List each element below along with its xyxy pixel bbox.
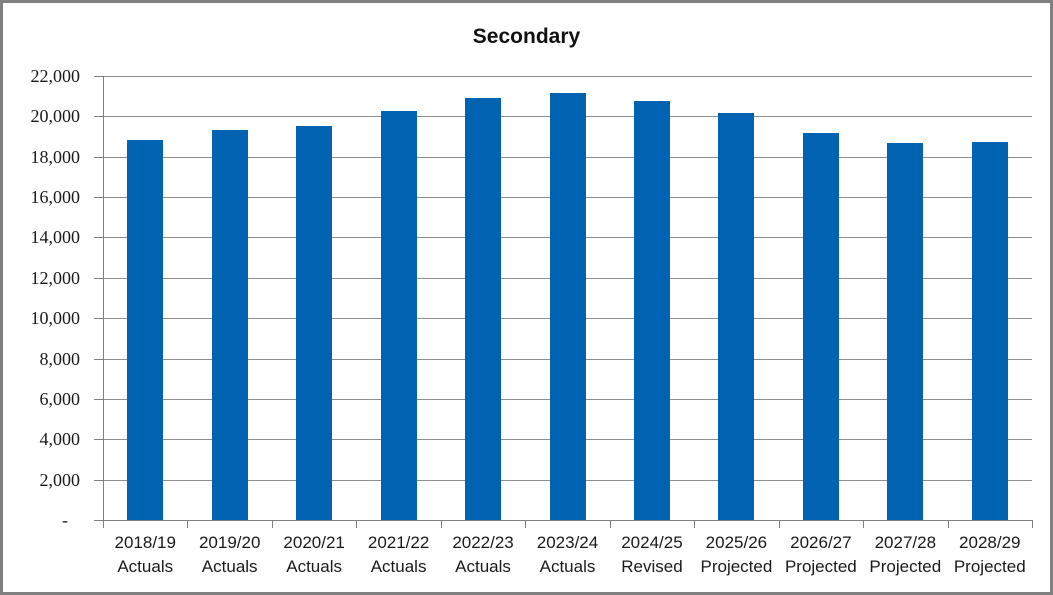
x-tick-label-year: 2019/20 bbox=[198, 533, 261, 552]
bar bbox=[971, 141, 1008, 520]
x-axis-tick bbox=[863, 520, 865, 528]
x-tick-label-year: 2027/28 bbox=[874, 533, 937, 552]
y-axis-tick bbox=[94, 197, 103, 199]
y-axis-tick bbox=[94, 439, 103, 441]
bar bbox=[380, 111, 417, 520]
y-axis-tick bbox=[94, 318, 103, 320]
x-axis-tick bbox=[609, 520, 611, 528]
x-tick-label-status: Projected bbox=[700, 557, 773, 576]
y-tick-label: 16,000 bbox=[30, 187, 81, 208]
x-tick-label-year: 2022/23 bbox=[452, 533, 514, 552]
x-axis-tick bbox=[1032, 520, 1033, 528]
x-axis-tick bbox=[947, 520, 949, 528]
chart-title: Secondary bbox=[472, 25, 581, 48]
y-axis-tick bbox=[94, 116, 103, 118]
x-tick-label-year: 2028/29 bbox=[959, 533, 1021, 552]
bar bbox=[465, 98, 502, 520]
x-tick-label: 2022/23 Actuals bbox=[441, 531, 525, 579]
y-tick-label: 18,000 bbox=[30, 146, 81, 167]
y-gridline bbox=[103, 76, 1032, 77]
y-tick-label: 8,000 bbox=[39, 348, 81, 369]
bar bbox=[127, 139, 164, 520]
y-tick-label: 4,000 bbox=[39, 429, 81, 450]
x-axis-tick bbox=[694, 520, 696, 528]
x-axis-tick bbox=[356, 520, 358, 528]
x-axis-tick bbox=[525, 520, 527, 528]
x-tick-label-status: Projected bbox=[784, 557, 857, 576]
x-tick-label-year: 2020/21 bbox=[283, 533, 345, 552]
x-tick-label: 2027/28 Projected bbox=[863, 531, 947, 579]
y-tick-label: - bbox=[62, 510, 68, 530]
x-axis-tick bbox=[440, 520, 442, 528]
x-tick-label: 2026/27 Projected bbox=[779, 531, 863, 579]
x-tick-label-status: Actuals bbox=[286, 557, 342, 576]
x-axis-tick bbox=[778, 520, 780, 528]
y-axis-tick bbox=[94, 398, 103, 400]
bar bbox=[887, 142, 924, 520]
y-tick-label: 22,000 bbox=[30, 66, 81, 86]
x-tick-label-year: 2018/19 bbox=[114, 533, 176, 552]
x-tick-label-year: 2021/22 bbox=[367, 533, 430, 552]
x-tick-label-year: 2024/25 bbox=[621, 533, 683, 552]
y-axis-tick bbox=[94, 237, 103, 239]
x-tick-label: 2025/26 Projected bbox=[694, 531, 778, 579]
x-tick-label-year: 2026/27 bbox=[790, 533, 852, 552]
x-tick-label: 2024/25 Revised bbox=[610, 531, 694, 579]
y-tick-label: 2,000 bbox=[39, 469, 81, 490]
bar bbox=[549, 93, 586, 520]
y-tick-label: 6,000 bbox=[39, 388, 81, 409]
y-tick-label: 20,000 bbox=[30, 106, 81, 127]
x-tick-label-status: Actuals bbox=[539, 557, 596, 576]
x-tick-label-status: Projected bbox=[953, 557, 1026, 576]
bar bbox=[802, 132, 839, 520]
x-tick-label: 2019/20 Actuals bbox=[187, 531, 271, 579]
x-tick-label: 2023/24 Actuals bbox=[525, 531, 609, 579]
x-tick-label: 2018/19 Actuals bbox=[103, 531, 187, 579]
y-axis-tick bbox=[94, 358, 103, 360]
x-tick-label-year: 2025/26 bbox=[705, 533, 768, 552]
x-tick-label-status: Actuals bbox=[117, 557, 174, 576]
x-axis-tick bbox=[103, 520, 104, 528]
y-axis-tick bbox=[94, 76, 103, 77]
y-axis-tick bbox=[94, 479, 103, 481]
x-tick-label: 2021/22 Actuals bbox=[356, 531, 440, 579]
x-axis bbox=[103, 520, 1032, 521]
x-tick-label-status: Actuals bbox=[370, 557, 427, 576]
y-tick-label: 14,000 bbox=[30, 227, 81, 248]
y-tick-label: 12,000 bbox=[30, 267, 81, 288]
x-axis-tick bbox=[187, 520, 189, 528]
y-axis bbox=[103, 76, 104, 520]
bar bbox=[296, 126, 333, 520]
x-tick-label-status: Revised bbox=[621, 557, 683, 576]
y-axis-tick bbox=[94, 277, 103, 279]
x-tick-label: 2020/21 Actuals bbox=[272, 531, 356, 579]
x-axis-tick bbox=[271, 520, 273, 528]
bar bbox=[211, 130, 248, 520]
x-tick-label-status: Projected bbox=[869, 557, 942, 576]
x-tick-label: 2028/29 Projected bbox=[948, 531, 1032, 579]
y-axis-tick bbox=[94, 156, 103, 158]
bar bbox=[718, 113, 755, 520]
x-tick-label-status: Actuals bbox=[201, 557, 258, 576]
x-tick-label-status: Actuals bbox=[455, 557, 511, 576]
y-axis-tick bbox=[94, 520, 103, 521]
y-tick-label: 10,000 bbox=[30, 308, 81, 329]
x-tick-label-year: 2023/24 bbox=[536, 533, 599, 552]
bar bbox=[633, 101, 670, 520]
